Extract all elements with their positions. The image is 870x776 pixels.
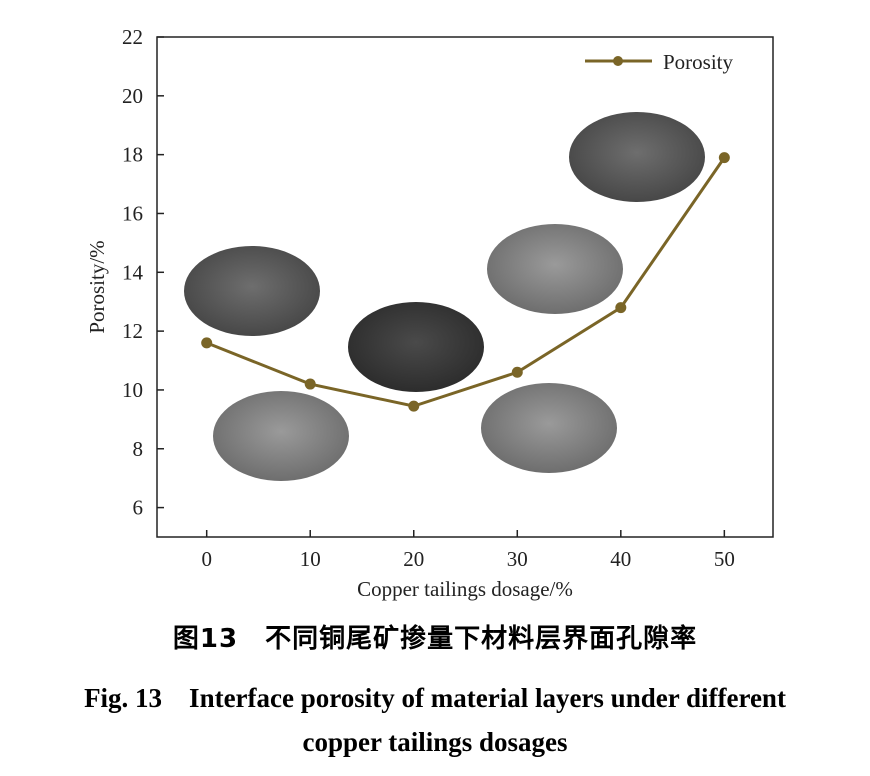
y-tick-label: 20 [122, 84, 143, 108]
porosity-point [304, 378, 316, 390]
x-tick-label: 40 [610, 547, 631, 571]
porosity-point [615, 302, 627, 314]
caption-chinese: 图13 不同铜尾矿掺量下材料层界面孔隙率 [172, 624, 698, 654]
porosity-point [201, 337, 213, 349]
porosity-line [206, 156, 726, 408]
legend-marker [613, 56, 623, 66]
legend-label: Porosity [663, 50, 734, 74]
sem-micrograph-3 [348, 302, 484, 392]
x-axis-label: Copper tailings dosage/% [357, 577, 573, 601]
x-tick-label: 50 [714, 547, 735, 571]
sem-micrograph-1 [184, 246, 320, 336]
porosity-point [408, 400, 420, 412]
x-tick-label: 10 [300, 547, 321, 571]
sem-micrograph-2 [213, 391, 349, 481]
y-tick-label: 14 [122, 260, 144, 284]
y-tick-label: 6 [133, 496, 144, 520]
x-tick-label: 30 [507, 547, 528, 571]
sem-micrograph-6 [569, 112, 705, 202]
y-tick-label: 10 [122, 378, 143, 402]
caption-english-line1: Fig. 13 Interface porosity of material l… [84, 683, 786, 713]
plot-area [156, 36, 774, 538]
y-tick-label: 16 [122, 201, 143, 225]
sem-micrograph-4 [487, 224, 623, 314]
y-axis-label: Porosity/% [85, 240, 109, 333]
x-tick-label: 0 [201, 547, 212, 571]
sem-micrograph-5 [481, 383, 617, 473]
porosity-point [511, 366, 523, 378]
porosity-chart: 6 8 10 12 14 16 18 20 22 0 10 20 30 40 50 Porosity Cop… [85, 25, 774, 601]
y-tick-label: 22 [122, 25, 143, 49]
y-tick-label: 8 [133, 437, 144, 461]
porosity-point [718, 152, 730, 164]
x-tick-label: 20 [403, 547, 424, 571]
legend: Porosity [585, 50, 734, 74]
y-tick-label: 18 [122, 143, 143, 167]
y-tick-label: 12 [122, 319, 143, 343]
caption-english-line2: copper tailings dosages [302, 727, 568, 757]
